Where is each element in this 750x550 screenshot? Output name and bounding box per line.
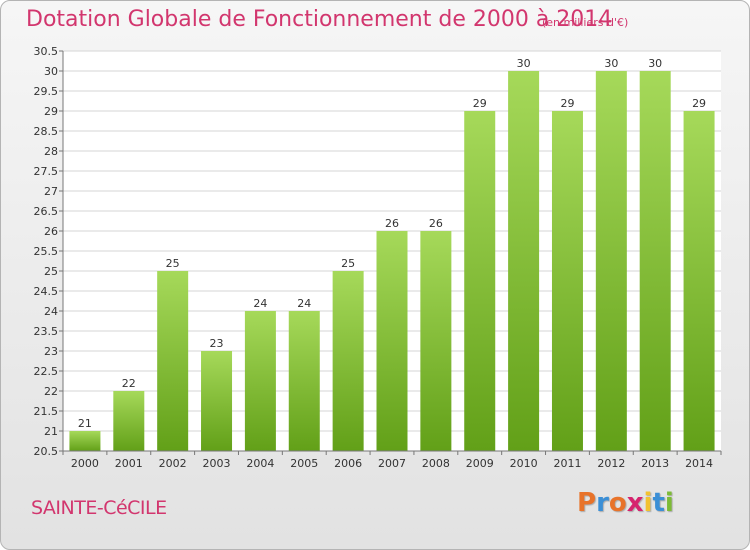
value-label: 29	[692, 97, 706, 110]
logo-letter: x	[626, 488, 644, 518]
value-label: 24	[297, 297, 311, 310]
y-tick-label: 22	[44, 385, 58, 398]
value-label: 26	[429, 217, 443, 230]
logo-letter: r	[596, 488, 609, 518]
value-label: 29	[473, 97, 487, 110]
logo-letter: P	[577, 488, 597, 518]
x-tick-label: 2011	[553, 457, 581, 470]
chart-title: Dotation Globale de Fonctionnement de 20…	[26, 7, 613, 32]
y-tick-label: 22.5	[34, 365, 59, 378]
bar-2003	[201, 351, 233, 451]
x-tick-label: 2004	[246, 457, 274, 470]
value-label: 24	[253, 297, 267, 310]
bar-2002	[157, 271, 189, 451]
bar-2011	[551, 111, 583, 451]
y-tick-label: 21.5	[34, 405, 59, 418]
x-tick-label: 2006	[334, 457, 362, 470]
y-tick-label: 27.5	[34, 165, 59, 178]
proxiti-logo[interactable]: Proxiti	[577, 488, 674, 518]
x-tick-label: 2005	[290, 457, 318, 470]
bar-2006	[332, 271, 364, 451]
y-tick-label: 25	[44, 265, 58, 278]
x-tick-label: 2012	[597, 457, 625, 470]
bars	[69, 71, 715, 451]
logo-letter: o	[608, 488, 627, 518]
bar-2000	[69, 431, 101, 451]
x-tick-label: 2008	[422, 457, 450, 470]
bar-2010	[508, 71, 540, 451]
y-tick-label: 25.5	[34, 245, 59, 258]
x-tick-label: 2000	[71, 457, 99, 470]
chart-unit-note: (en milliers d'€)	[542, 16, 629, 29]
bar-2009	[464, 111, 496, 451]
y-tick-label: 26.5	[34, 205, 59, 218]
bar-2004	[244, 311, 276, 451]
y-tick-label: 28.5	[34, 125, 59, 138]
x-tick-label: 2014	[685, 457, 713, 470]
value-label: 30	[517, 57, 531, 70]
y-tick-label: 30	[44, 65, 58, 78]
y-tick-label: 23.5	[34, 325, 59, 338]
y-tick-label: 29.5	[34, 85, 59, 98]
value-label: 26	[385, 217, 399, 230]
y-tick-label: 27	[44, 185, 58, 198]
bar-2001	[113, 391, 145, 451]
bar-2014	[683, 111, 715, 451]
value-label: 25	[341, 257, 355, 270]
y-tick-label: 29	[44, 105, 58, 118]
y-tick-label: 24	[44, 305, 58, 318]
bar-2005	[288, 311, 320, 451]
y-tick-label: 28	[44, 145, 58, 158]
value-label: 25	[166, 257, 180, 270]
value-label: 23	[210, 337, 224, 350]
logo-letter: t	[652, 488, 665, 518]
x-tick-label: 2001	[115, 457, 143, 470]
bar-2007	[376, 231, 408, 451]
x-tick-label: 2009	[466, 457, 494, 470]
bar-2012	[595, 71, 627, 451]
x-tick-label: 2007	[378, 457, 406, 470]
logo-letter: i	[643, 488, 653, 518]
y-tick-label: 23	[44, 345, 58, 358]
y-tick-label: 20.5	[34, 445, 59, 458]
value-label: 30	[648, 57, 662, 70]
x-tick-label: 2013	[641, 457, 669, 470]
axes	[59, 50, 722, 455]
value-label: 29	[560, 97, 574, 110]
y-tick-label: 21	[44, 425, 58, 438]
x-tick-label: 2002	[159, 457, 187, 470]
bar-2013	[639, 71, 671, 451]
value-label: 22	[122, 377, 136, 390]
value-label: 21	[78, 417, 92, 430]
x-tick-label: 2010	[510, 457, 538, 470]
y-tick-label: 24.5	[34, 285, 59, 298]
y-tick-label: 26	[44, 225, 58, 238]
labels: 20.5 21 21.5 22 22.5 23 23.5 24 24.5 25 25.5 26 26.5…	[34, 45, 714, 470]
x-tick-label: 2003	[203, 457, 231, 470]
value-label: 30	[604, 57, 618, 70]
bar-2008	[420, 231, 452, 451]
y-tick-label: 30.5	[34, 45, 59, 58]
logo-letter: i	[664, 488, 674, 518]
commune-name: SAINTE-CéCILE	[31, 497, 167, 519]
